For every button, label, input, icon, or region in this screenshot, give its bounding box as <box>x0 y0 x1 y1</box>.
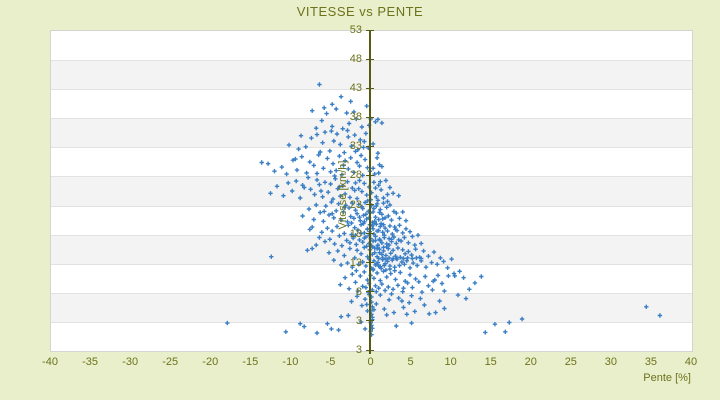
chart-title: VITESSE vs PENTE <box>296 4 424 19</box>
x-tick-label: -35 <box>82 356 99 368</box>
y-tick-label: 53 <box>349 24 362 36</box>
x-tick-label: -20 <box>202 356 219 368</box>
x-tick-label: 30 <box>604 356 617 368</box>
y-tick-label: 8 <box>355 285 362 298</box>
x-tick-label: 35 <box>644 356 658 368</box>
y-tick-label: 3 <box>355 314 362 327</box>
y-tick-label: 18 <box>349 227 362 240</box>
y-axis-title: Vitesse [km/h] <box>337 160 349 230</box>
x-tick-label: -40 <box>42 356 58 368</box>
x-tick-label: -5 <box>325 356 336 368</box>
x-tick-label: 25 <box>564 356 577 368</box>
y-tick-label: 38 <box>349 111 362 124</box>
x-tick-label: -15 <box>242 356 259 368</box>
x-tick-label: -30 <box>122 356 139 368</box>
plot-band <box>51 263 692 293</box>
x-tick-label: 5 <box>407 356 414 368</box>
y-tick-label: 43 <box>349 82 362 95</box>
y-tick-label: 23 <box>349 198 362 211</box>
y-tick-label: 28 <box>349 169 362 182</box>
plot-area <box>50 30 693 352</box>
y-axis-line <box>369 30 371 354</box>
plot-band <box>51 60 692 90</box>
plot-band <box>51 89 692 118</box>
scatter-marker-path <box>225 82 663 337</box>
x-tick-label: 0 <box>367 356 374 368</box>
y-tick-label: 3 <box>355 344 362 356</box>
x-tick-label: 10 <box>444 356 457 368</box>
plot-band <box>51 118 692 148</box>
scatter-points <box>225 82 663 337</box>
x-tick-label: 20 <box>524 356 537 368</box>
y-tick-label: 33 <box>349 140 362 153</box>
y-tick-label: 48 <box>349 53 362 66</box>
x-axis-title: Pente [%] <box>643 372 691 384</box>
y-tick-label: 13 <box>349 256 362 269</box>
x-tick-label: -10 <box>282 356 299 368</box>
plot-band <box>51 147 692 176</box>
x-tick-label: 40 <box>684 356 698 368</box>
x-tick-label: 15 <box>484 356 497 368</box>
x-tick-label: -25 <box>162 356 179 368</box>
